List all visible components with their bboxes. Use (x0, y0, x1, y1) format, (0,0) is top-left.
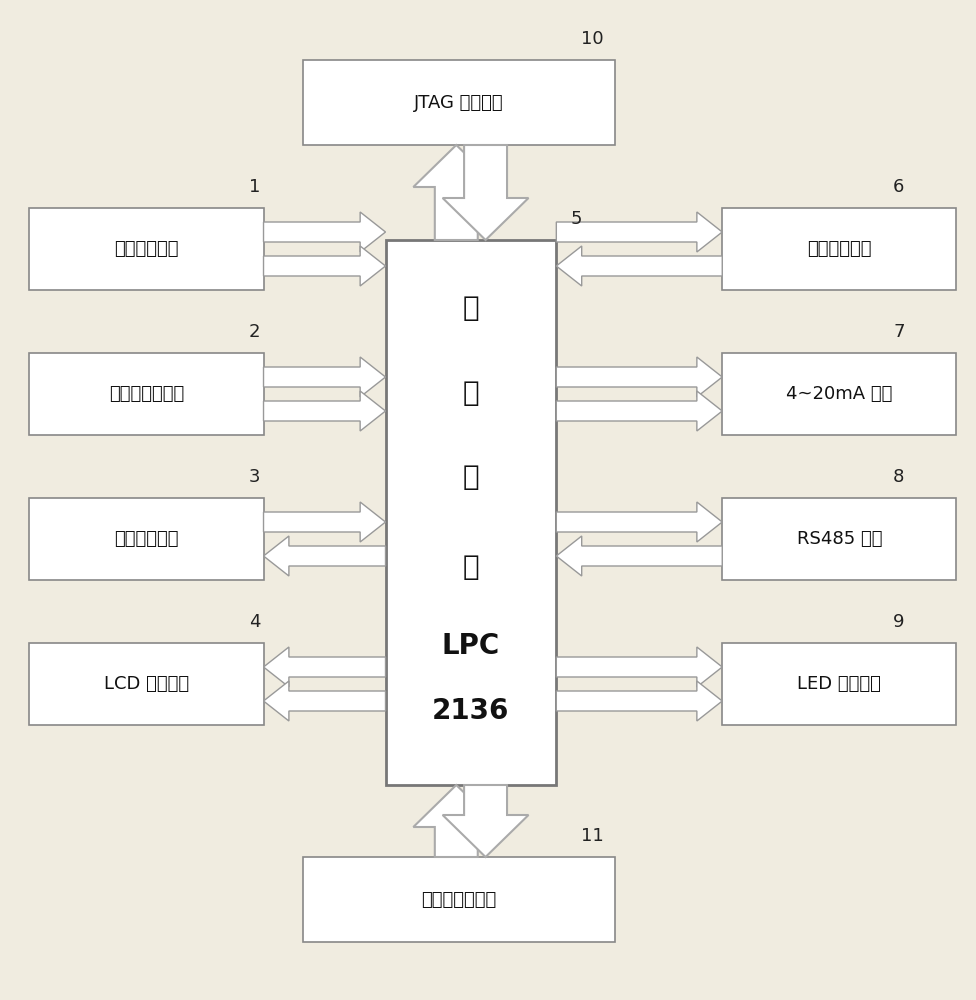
Text: LED 状态显示: LED 状态显示 (797, 675, 881, 693)
Text: 非易失存储器: 非易失存储器 (807, 240, 872, 258)
Polygon shape (264, 502, 386, 542)
Polygon shape (264, 391, 386, 431)
Polygon shape (264, 357, 386, 397)
Text: 采集模拟信号: 采集模拟信号 (114, 240, 179, 258)
Polygon shape (264, 246, 386, 286)
Polygon shape (414, 145, 500, 240)
Text: 4~20mA 变送: 4~20mA 变送 (787, 385, 892, 403)
Polygon shape (264, 647, 386, 687)
Text: 1: 1 (249, 178, 261, 196)
Text: 10: 10 (581, 30, 603, 48)
Polygon shape (264, 536, 386, 576)
Text: 5: 5 (571, 210, 583, 228)
FancyBboxPatch shape (386, 240, 556, 785)
Text: JTAG 在线编程: JTAG 在线编程 (414, 94, 504, 111)
FancyBboxPatch shape (29, 498, 264, 580)
Polygon shape (556, 681, 722, 721)
FancyBboxPatch shape (29, 208, 264, 290)
Text: 控: 控 (463, 379, 479, 407)
Text: LPC: LPC (442, 632, 500, 660)
FancyBboxPatch shape (303, 857, 615, 942)
Text: 9: 9 (893, 613, 905, 631)
Text: 器: 器 (463, 553, 479, 581)
Text: 2: 2 (249, 323, 261, 341)
FancyBboxPatch shape (722, 208, 956, 290)
Text: 4: 4 (249, 613, 261, 631)
Text: 微: 微 (463, 294, 479, 322)
Polygon shape (414, 785, 500, 857)
Polygon shape (556, 391, 722, 431)
Text: 四路断路器输出: 四路断路器输出 (421, 890, 497, 908)
Text: 8: 8 (893, 468, 905, 486)
Polygon shape (264, 212, 386, 252)
FancyBboxPatch shape (722, 353, 956, 435)
Text: RS485 通信: RS485 通信 (796, 530, 882, 548)
FancyBboxPatch shape (29, 643, 264, 725)
Polygon shape (443, 785, 529, 857)
FancyBboxPatch shape (29, 353, 264, 435)
Text: 6: 6 (893, 178, 905, 196)
FancyBboxPatch shape (303, 60, 615, 145)
Text: 11: 11 (581, 827, 603, 845)
Polygon shape (443, 145, 529, 240)
Polygon shape (556, 212, 722, 252)
Text: 7: 7 (893, 323, 905, 341)
Polygon shape (556, 357, 722, 397)
Polygon shape (264, 681, 386, 721)
Text: 3: 3 (249, 468, 261, 486)
FancyBboxPatch shape (722, 643, 956, 725)
Polygon shape (556, 647, 722, 687)
Text: 2136: 2136 (432, 697, 509, 725)
Polygon shape (556, 536, 722, 576)
Text: 采集七路遥信量: 采集七路遥信量 (108, 385, 184, 403)
Polygon shape (556, 502, 722, 542)
Polygon shape (556, 246, 722, 286)
Text: 按键信号采集: 按键信号采集 (114, 530, 179, 548)
FancyBboxPatch shape (722, 498, 956, 580)
Text: 制: 制 (463, 463, 479, 491)
Text: LCD 参数显示: LCD 参数显示 (103, 675, 189, 693)
